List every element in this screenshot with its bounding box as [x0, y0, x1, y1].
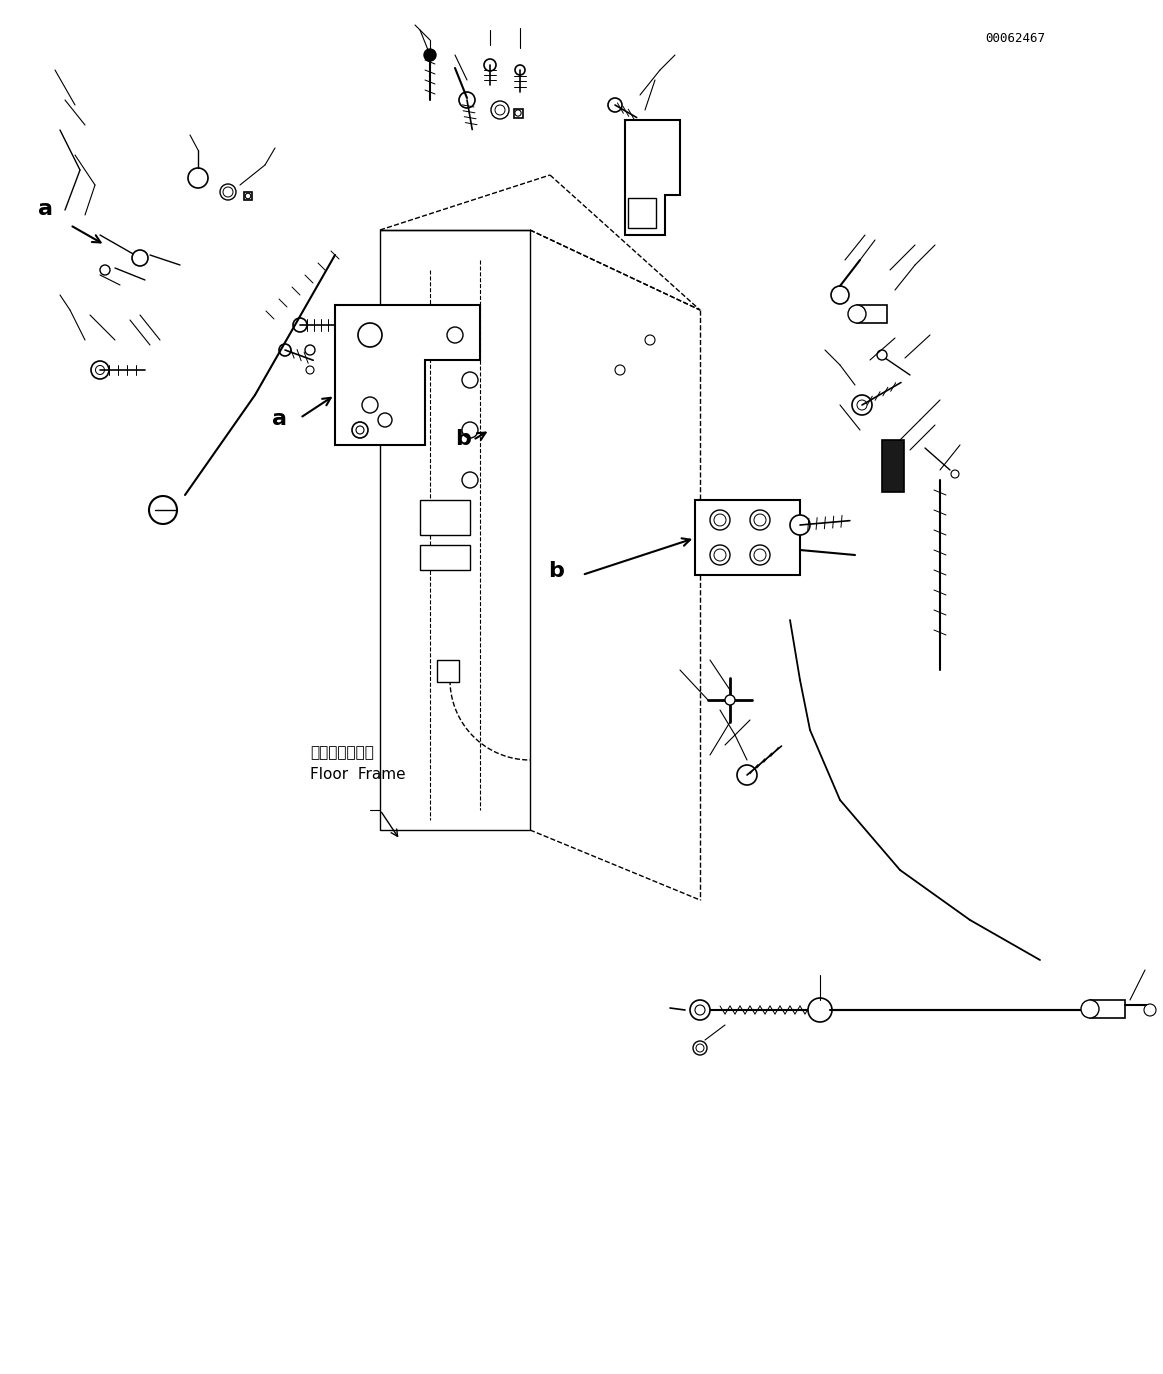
- Circle shape: [306, 365, 314, 374]
- Bar: [1090, 1000, 1125, 1018]
- Circle shape: [709, 545, 730, 565]
- Circle shape: [491, 102, 509, 120]
- Circle shape: [447, 327, 463, 344]
- Circle shape: [515, 110, 521, 117]
- Circle shape: [223, 187, 233, 196]
- Polygon shape: [625, 120, 680, 235]
- Circle shape: [305, 345, 315, 354]
- Circle shape: [245, 194, 251, 199]
- Circle shape: [362, 397, 378, 414]
- Bar: [420, 500, 470, 534]
- Circle shape: [693, 1041, 707, 1055]
- Circle shape: [645, 335, 655, 345]
- Text: 00062467: 00062467: [985, 32, 1046, 45]
- Circle shape: [356, 426, 364, 434]
- Circle shape: [462, 473, 478, 488]
- Circle shape: [852, 394, 872, 415]
- Circle shape: [808, 998, 832, 1022]
- Circle shape: [690, 1000, 709, 1020]
- Text: a: a: [272, 409, 287, 429]
- Bar: [437, 660, 459, 682]
- Circle shape: [188, 168, 208, 188]
- Polygon shape: [335, 305, 480, 445]
- Circle shape: [725, 695, 735, 705]
- Circle shape: [750, 545, 770, 565]
- Text: フロアフレーム: フロアフレーム: [311, 745, 373, 760]
- Circle shape: [608, 98, 622, 113]
- Circle shape: [515, 65, 525, 76]
- Circle shape: [352, 422, 368, 438]
- Circle shape: [95, 365, 105, 375]
- Bar: [244, 192, 252, 201]
- Circle shape: [131, 250, 148, 267]
- Circle shape: [857, 400, 866, 409]
- Circle shape: [754, 514, 766, 526]
- Circle shape: [848, 305, 866, 323]
- Circle shape: [91, 361, 109, 379]
- Text: b: b: [548, 561, 564, 581]
- Text: a: a: [38, 199, 53, 218]
- Circle shape: [462, 372, 478, 387]
- Circle shape: [149, 496, 177, 523]
- Circle shape: [462, 422, 478, 438]
- Circle shape: [279, 344, 291, 356]
- Bar: [420, 545, 470, 570]
- Text: b: b: [455, 429, 471, 449]
- Circle shape: [220, 184, 236, 201]
- Circle shape: [459, 92, 475, 109]
- Circle shape: [484, 59, 495, 71]
- Circle shape: [1144, 1004, 1156, 1015]
- Circle shape: [750, 510, 770, 530]
- Circle shape: [615, 365, 625, 375]
- Circle shape: [714, 550, 726, 561]
- Circle shape: [737, 765, 757, 785]
- Circle shape: [695, 1004, 705, 1015]
- Circle shape: [790, 515, 809, 534]
- Circle shape: [495, 104, 505, 115]
- Bar: [882, 440, 904, 492]
- Circle shape: [714, 514, 726, 526]
- Circle shape: [378, 414, 392, 427]
- Bar: [514, 109, 523, 118]
- Circle shape: [754, 550, 766, 561]
- Circle shape: [951, 470, 959, 478]
- Circle shape: [100, 265, 110, 275]
- Circle shape: [832, 286, 849, 304]
- Circle shape: [424, 49, 436, 60]
- Circle shape: [1080, 1000, 1099, 1018]
- Bar: [857, 305, 887, 323]
- Polygon shape: [695, 500, 800, 574]
- Circle shape: [709, 510, 730, 530]
- Circle shape: [877, 350, 887, 360]
- Text: Floor  Frame: Floor Frame: [311, 767, 406, 782]
- Bar: [628, 198, 656, 228]
- Circle shape: [695, 1044, 704, 1052]
- Circle shape: [358, 323, 381, 348]
- Circle shape: [293, 317, 307, 333]
